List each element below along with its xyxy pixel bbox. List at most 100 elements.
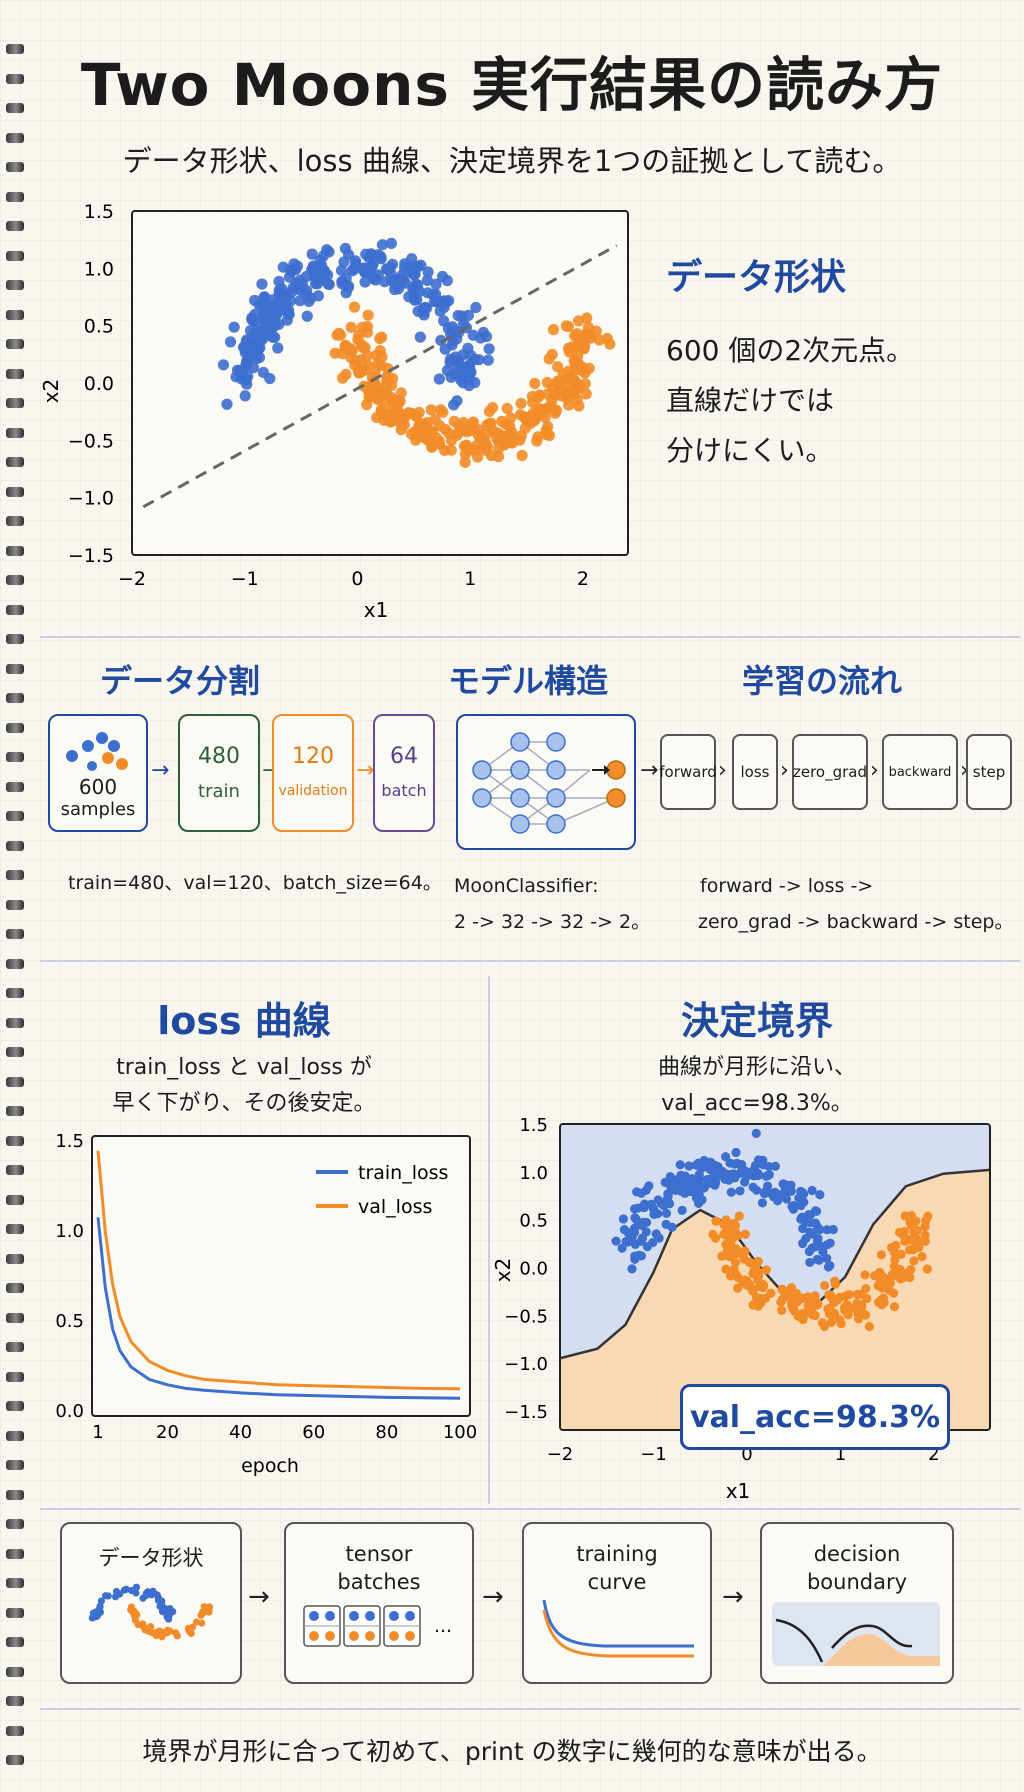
binding-ring xyxy=(6,1489,24,1500)
pipeline-data-shape: データ形状 xyxy=(60,1522,242,1684)
scatter-point xyxy=(547,382,559,394)
scatter-point xyxy=(793,1296,803,1307)
scatter-point xyxy=(889,1302,900,1312)
binding-ring xyxy=(6,604,24,615)
scatter-point xyxy=(753,1170,763,1181)
scatter-point xyxy=(731,1147,741,1158)
scatter-point xyxy=(532,431,544,443)
x-tick-label: 0 xyxy=(351,568,363,590)
divider-1 xyxy=(40,636,1020,638)
scatter-point xyxy=(627,1264,637,1274)
scatter-point xyxy=(459,456,471,468)
scatter-point xyxy=(385,379,398,392)
binding-ring xyxy=(6,516,24,526)
mini-point xyxy=(165,1615,173,1623)
scatter-point xyxy=(498,439,510,451)
scatter-point xyxy=(889,1261,899,1271)
scatter-point xyxy=(339,242,351,255)
scatter-point xyxy=(735,1168,745,1179)
scatter-point xyxy=(568,385,580,397)
scatter-point xyxy=(258,291,270,303)
y-tick-label: −1.0 xyxy=(68,488,114,510)
scatter-point xyxy=(395,387,407,399)
scatter-point xyxy=(873,1280,883,1291)
scatter-point xyxy=(247,315,260,327)
scatter-point xyxy=(777,1305,787,1315)
scatter-point xyxy=(898,1230,908,1240)
y-tick-label: 0.5 xyxy=(519,1211,548,1232)
scatter-point xyxy=(818,1247,828,1257)
scatter-point xyxy=(296,279,309,291)
y-tick-label: 0.0 xyxy=(519,1258,548,1279)
y-tick-label: −1.0 xyxy=(504,1354,548,1375)
scatter-point xyxy=(735,1186,745,1196)
flow-step-backward: backward xyxy=(882,734,958,810)
scatter-point xyxy=(435,334,447,347)
scatter-point xyxy=(759,1188,770,1199)
binding-ring xyxy=(6,1637,24,1647)
scatter-point xyxy=(823,1262,834,1272)
scatter-point xyxy=(713,1161,723,1172)
scatter-point xyxy=(684,1161,694,1171)
boundary-y-axis-label: x2 xyxy=(491,1258,515,1283)
binding-ring xyxy=(6,634,24,644)
validation-box: 120 validation xyxy=(272,714,354,832)
scatter-point xyxy=(383,414,395,426)
scatter-point xyxy=(826,1317,837,1328)
scatter-point xyxy=(619,1225,630,1235)
top-y-axis-label: x2 xyxy=(40,379,63,404)
binding-ring xyxy=(6,722,24,733)
scatter-point xyxy=(632,1187,642,1197)
scatter-point xyxy=(515,397,527,410)
boundary-heading: 決定境界 xyxy=(680,999,833,1043)
scatter-point xyxy=(285,266,298,278)
batch-box: 64 batch xyxy=(373,714,435,832)
scatter-point xyxy=(367,273,380,285)
arrow-right-icon: → xyxy=(356,758,375,783)
scatter-point xyxy=(822,1240,832,1250)
split-note: train=480、val=120、batch_size=64。 xyxy=(68,872,442,894)
scatter-point xyxy=(372,393,384,405)
page-title: Two Moons 実行結果の読み方 xyxy=(80,51,944,119)
pipeline-training-curve: training curve xyxy=(522,1522,712,1684)
samples-label: samples xyxy=(60,799,136,820)
scatter-point xyxy=(397,273,410,285)
binding-ring xyxy=(6,73,24,84)
scatter-point xyxy=(721,1152,731,1162)
flow-note-line-2: zero_grad -> backward -> step。 xyxy=(698,911,1014,933)
scatter-point xyxy=(630,1239,640,1249)
scatter-point xyxy=(549,407,561,419)
scatter-point xyxy=(349,262,361,274)
scatter-point xyxy=(806,1306,816,1316)
scatter-point xyxy=(593,334,605,346)
scatter-point xyxy=(280,296,292,308)
binding-ring xyxy=(6,929,24,939)
binding-ring xyxy=(6,191,24,202)
scatter-point xyxy=(467,329,479,341)
binding-ring xyxy=(6,309,24,320)
scatter-point xyxy=(890,1254,900,1265)
scatter-point xyxy=(876,1250,886,1260)
boundary-desc-line-1: 曲線が月形に沿い、 xyxy=(657,1055,856,1080)
scatter-point xyxy=(711,1172,721,1182)
binding-ring xyxy=(6,1371,24,1382)
scatter-point xyxy=(448,368,460,380)
binding-ring xyxy=(6,1194,24,1205)
divider-4 xyxy=(40,1708,1020,1710)
scatter-point xyxy=(830,1276,840,1286)
scatter-point xyxy=(256,278,268,290)
binding-ring xyxy=(6,870,24,880)
scatter-point xyxy=(676,1170,686,1180)
arrow-right-icon: › xyxy=(960,758,969,783)
scatter-point xyxy=(731,1248,742,1259)
scatter-point xyxy=(464,360,476,372)
y-tick-label: −0.5 xyxy=(504,1306,548,1327)
binding-ring xyxy=(6,899,24,910)
model-note-line-2: 2 -> 32 -> 32 -> 2。 xyxy=(454,911,651,933)
scatter-point xyxy=(798,1189,809,1199)
scatter-point xyxy=(648,1203,659,1214)
binding-ring xyxy=(6,1253,24,1264)
scatter-point xyxy=(730,1226,740,1236)
binding-ring xyxy=(6,368,24,379)
